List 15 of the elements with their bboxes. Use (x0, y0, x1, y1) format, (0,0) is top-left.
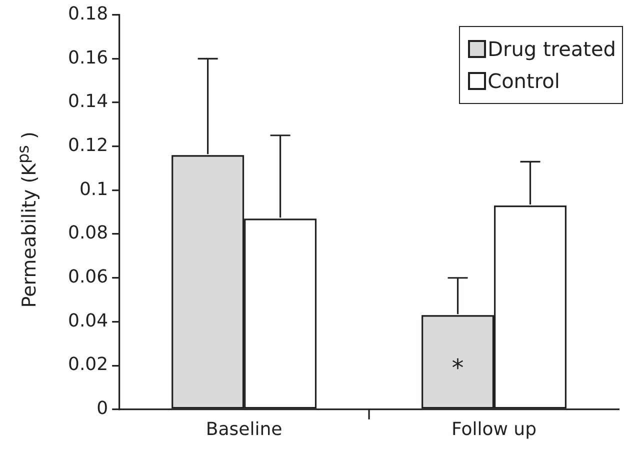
y-tick-label: 0.08 (68, 222, 108, 244)
y-tick-label: 0.06 (68, 266, 108, 288)
y-tick-label: 0.16 (68, 47, 108, 68)
x-tick-label: Baseline (206, 418, 282, 440)
y-tick-label: 0.02 (68, 354, 108, 376)
y-tick-label: 0.04 (68, 310, 108, 332)
x-tick-label: Follow up (452, 418, 537, 440)
y-tick-label: 0.12 (68, 135, 108, 156)
y-tick-label: 0 (96, 398, 108, 420)
y-tick-label: 0.1 (79, 178, 108, 200)
legend-label: Drug treated (488, 36, 616, 63)
y-tick-label: 0.18 (68, 3, 108, 24)
annotation: * (452, 354, 464, 382)
y-tick-label: 0.14 (68, 91, 108, 112)
legend-label: Control (488, 68, 560, 95)
